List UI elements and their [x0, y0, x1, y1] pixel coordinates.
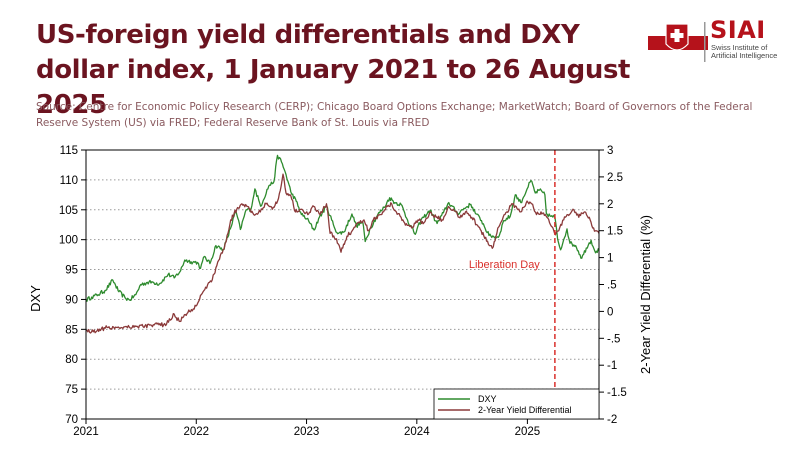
- y-tick-label: 95: [65, 265, 78, 277]
- x-tick-label: 2021: [73, 426, 99, 438]
- legend-label: DXY: [478, 394, 497, 404]
- y-tick-label: 105: [59, 205, 78, 217]
- siai-shield-logo-icon: [648, 22, 708, 62]
- y-tick-label: 90: [65, 294, 78, 306]
- logo-cross: [670, 29, 684, 42]
- y-tick-label: 85: [65, 324, 78, 336]
- chart-title: US-foreign yield differentials and DXY d…: [36, 20, 631, 120]
- y-tick-label: 110: [60, 175, 78, 187]
- y2-tick-label: 1: [607, 253, 613, 265]
- y2-tick-label: -2: [607, 414, 617, 426]
- y-tick-label: 75: [65, 384, 78, 396]
- plot-frame: [85, 149, 600, 420]
- y2-tick-label: -.5: [607, 333, 620, 345]
- y2-tick-label: 3: [607, 145, 613, 157]
- y2-tick-label: 2: [607, 199, 613, 211]
- y2-tick-label: 0: [607, 306, 613, 318]
- y2-tick-label: 2.5: [607, 172, 623, 184]
- source-note: Source: Centre for Economic Policy Resea…: [36, 101, 753, 129]
- y-axis-title: DXY: [28, 285, 43, 312]
- x-tick-label: 2024: [404, 426, 430, 438]
- y2-tick-label: -1: [607, 360, 617, 372]
- legend-label: 2-Year Yield Differential: [478, 405, 572, 415]
- y-tick-label: 100: [59, 235, 78, 247]
- legend-box: [433, 388, 600, 420]
- x-tick-label: 2025: [515, 426, 541, 438]
- series-line-dxy: [85, 154, 600, 302]
- x-tick-label: 2022: [183, 426, 209, 438]
- series-line-yield-differential: [85, 173, 600, 334]
- logo-subtitle: Swiss Institute of Artificial Intelligen…: [711, 43, 778, 60]
- y-tick-label: 115: [60, 145, 78, 157]
- y2-tick-label: -1.5: [607, 387, 627, 399]
- liberation-day-label: Liberation Day: [469, 259, 540, 271]
- y2-tick-label: 1.5: [607, 226, 623, 238]
- y2-tick-label: .5: [607, 280, 617, 292]
- x-tick-label: 2023: [294, 426, 320, 438]
- logo-name: SIAI: [710, 16, 766, 44]
- y2-axis-title: 2-Year Yield Differential (%): [638, 215, 653, 374]
- y-tick-label: 70: [65, 414, 78, 426]
- y-tick-label: 80: [65, 354, 78, 366]
